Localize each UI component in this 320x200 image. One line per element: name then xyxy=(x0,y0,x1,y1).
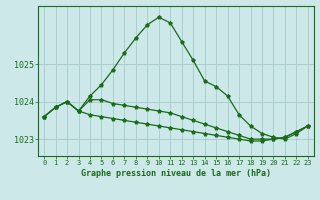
X-axis label: Graphe pression niveau de la mer (hPa): Graphe pression niveau de la mer (hPa) xyxy=(81,169,271,178)
